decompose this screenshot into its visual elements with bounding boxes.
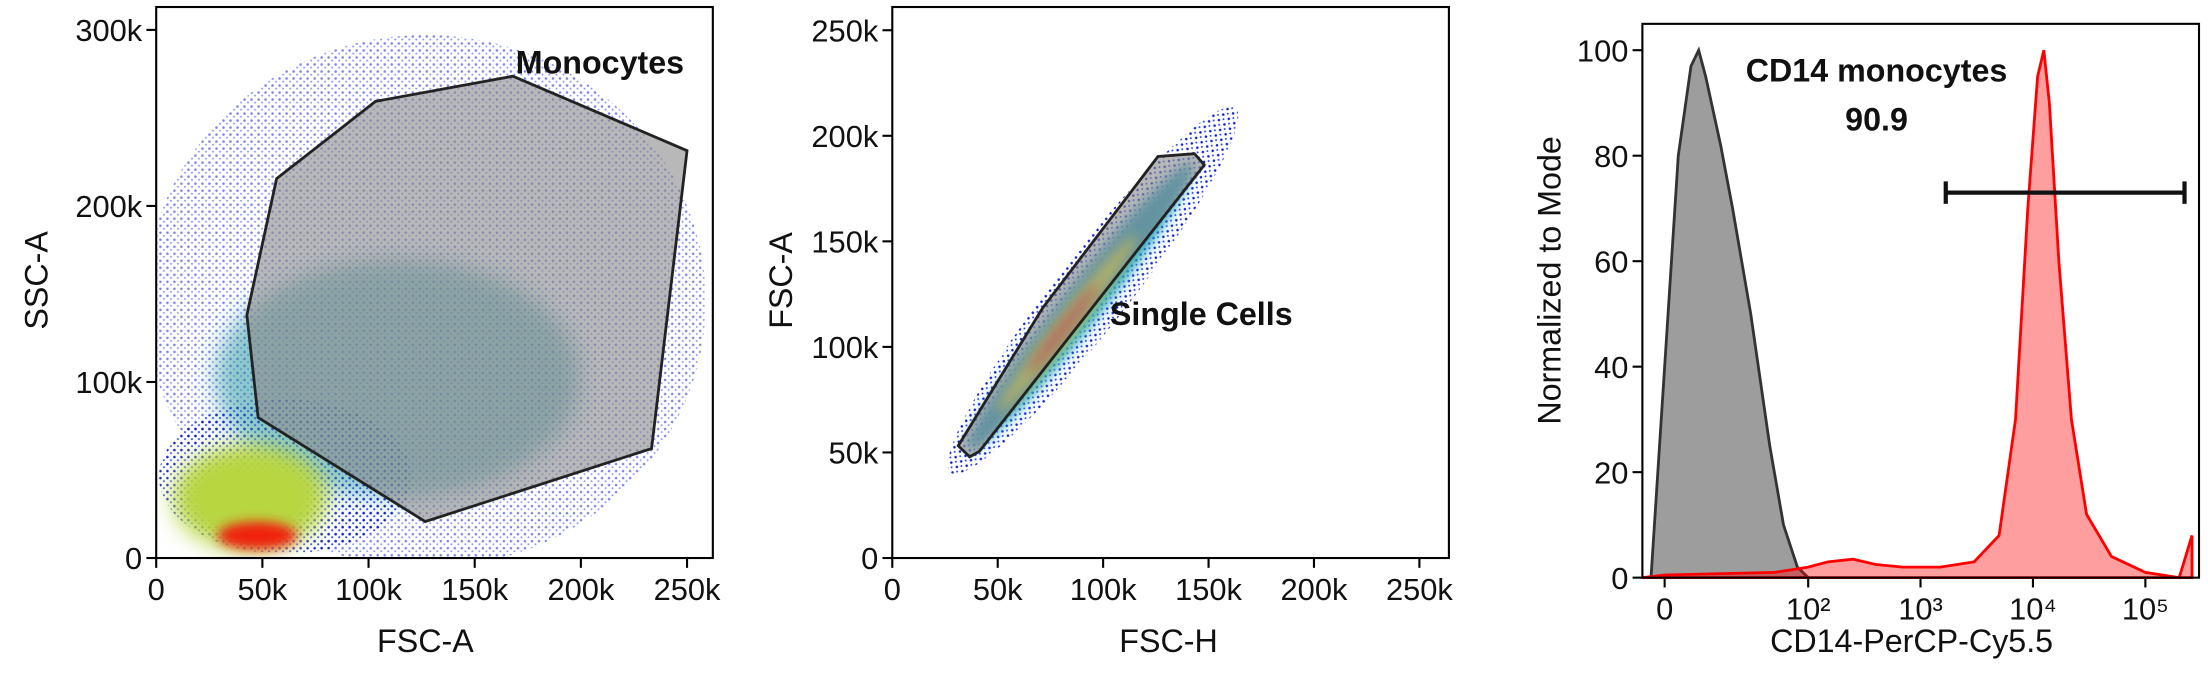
y-tick-label: 100k [811,330,878,365]
gate-label: Single Cells [1110,296,1293,332]
x-axis-title: CD14-PerCP-Cy5.5 [1770,623,2053,659]
gate [956,152,1207,459]
y-tick-label: 50k [829,436,879,471]
y-tick-label: 80 [1594,139,1628,174]
x-tick-label: 200k [547,572,614,607]
y-tick-label: 100k [75,365,142,400]
y-tick-label: 150k [811,225,878,260]
y-tick-label: 60 [1594,244,1628,279]
y-tick-label: 200k [75,189,142,224]
x-tick-label: 50k [973,572,1023,607]
y-tick-label: 0 [1611,561,1628,596]
y-tick-label: 0 [861,541,878,576]
x-tick-label: 100k [335,572,402,607]
x-tick-label: 250k [1386,572,1453,607]
y-axis-title: Normalized to Mode [1531,136,1567,424]
x-axis-title: FSC-H [1119,623,1217,659]
y-tick-label: 0 [125,541,142,576]
x-tick-label: 10² [1786,592,1831,627]
y-tick-label: 200k [811,119,878,154]
y-tick-label: 250k [811,13,878,48]
plot-frame [155,5,714,560]
gate [245,74,689,524]
y-tick-label: 100 [1577,33,1628,68]
plot-frame [891,5,1450,560]
x-tick-label: 100k [1070,572,1137,607]
gate-label: CD14 monocytes [1746,52,2008,88]
y-tick-label: 300k [75,13,142,48]
gate-value: 90.9 [1845,101,1908,137]
x-axis-title: FSC-A [377,623,474,659]
y-tick-label: 40 [1594,350,1628,385]
histogram-area [1649,46,1812,580]
y-axis-title: FSC-A [763,232,799,329]
x-tick-label: 50k [238,572,288,607]
histogram-area [1642,49,2194,580]
x-tick-label: 0 [884,572,901,607]
x-tick-label: 10⁵ [2122,592,2169,627]
x-tick-label: 200k [1281,572,1348,607]
x-tick-label: 150k [1175,572,1242,607]
y-tick-label: 20 [1594,455,1628,490]
x-tick-label: 10⁴ [2009,592,2057,627]
x-tick-label: 10³ [1898,592,1943,627]
y-axis-title: SSC-A [19,231,55,330]
x-tick-label: 250k [654,572,721,607]
x-tick-label: 0 [148,572,165,607]
x-tick-label: 0 [1656,592,1673,627]
x-tick-label: 150k [441,572,508,607]
plot-frame [1641,22,2201,579]
gate-label: Monocytes [516,44,684,80]
